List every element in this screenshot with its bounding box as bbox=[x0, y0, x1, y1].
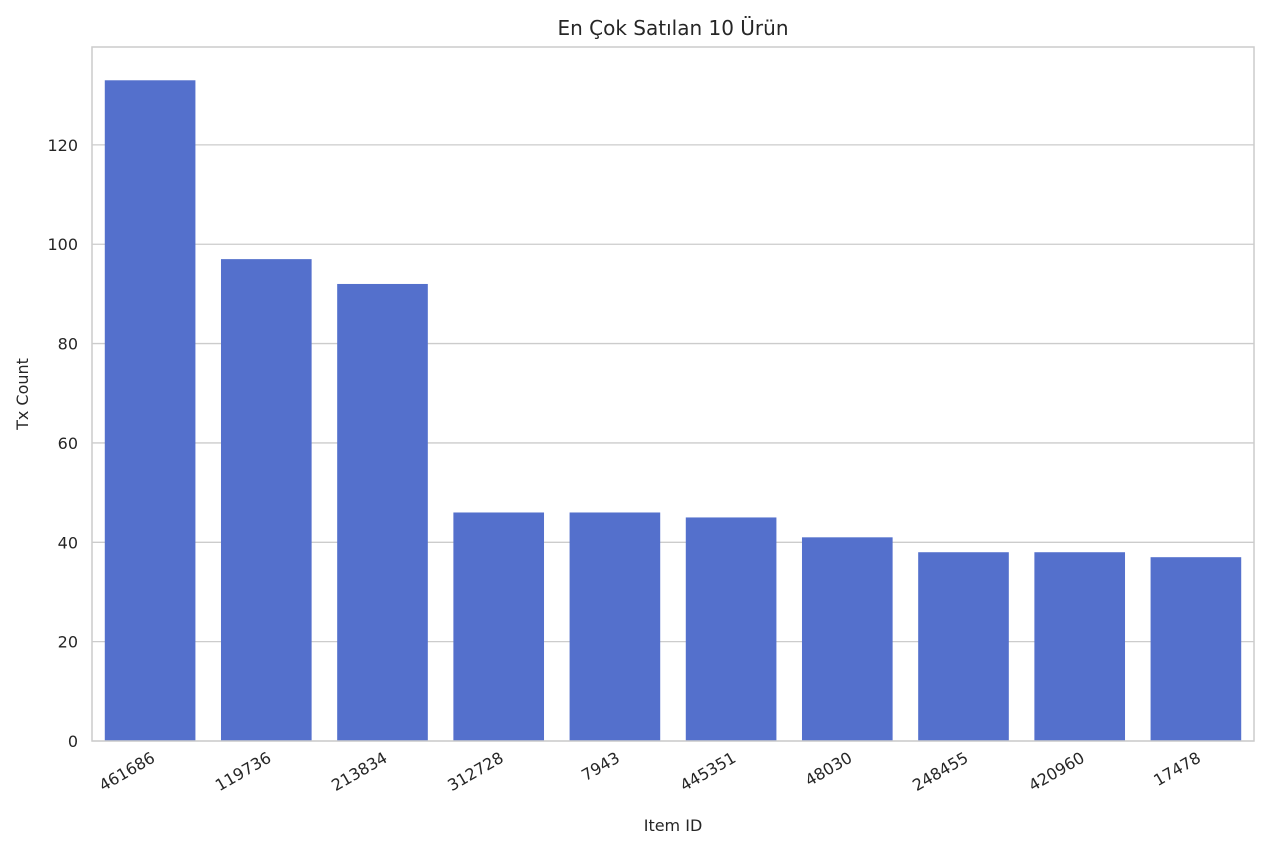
bar-213834 bbox=[337, 283, 428, 741]
bar-461686 bbox=[104, 80, 196, 741]
x-tick-label: 445351 bbox=[677, 748, 739, 795]
x-tick-label: 420960 bbox=[1025, 748, 1087, 795]
bar-48030 bbox=[801, 537, 893, 741]
x-axis-label: Item ID bbox=[644, 816, 703, 835]
x-tick-labels: 461686 119736 213834 312728 7943 445351 48030 2… bbox=[96, 748, 1204, 795]
y-axis-label: Tx Count bbox=[13, 358, 32, 431]
y-tick-label: 0 bbox=[68, 732, 78, 751]
x-tick-label: 17478 bbox=[1150, 748, 1204, 790]
x-tick-label: 461686 bbox=[96, 748, 158, 795]
bar-7943 bbox=[569, 512, 661, 741]
x-tick-label: 48030 bbox=[802, 748, 856, 790]
x-tick-label: 248455 bbox=[909, 748, 971, 795]
y-tick-label: 120 bbox=[47, 136, 78, 155]
bar-119736 bbox=[220, 259, 312, 741]
x-tick-label: 119736 bbox=[212, 748, 274, 795]
y-tick-label: 40 bbox=[58, 533, 78, 552]
y-tick-labels: 0 20 40 60 80 100 120 bbox=[47, 136, 78, 751]
bar-445351 bbox=[685, 517, 777, 741]
chart-title: En Çok Satılan 10 Ürün bbox=[557, 16, 788, 40]
x-tick-label: 7943 bbox=[578, 748, 623, 785]
bar-312728 bbox=[453, 512, 545, 741]
y-tick-label: 100 bbox=[47, 235, 78, 254]
plot-frame bbox=[91, 46, 1255, 742]
bar-17478 bbox=[1150, 557, 1242, 741]
y-tick-label: 80 bbox=[58, 335, 78, 354]
bar-248455 bbox=[918, 552, 1009, 741]
bars bbox=[104, 80, 1242, 741]
x-tick-label: 213834 bbox=[328, 748, 390, 795]
y-tick-label: 60 bbox=[58, 434, 78, 453]
bar-420960 bbox=[1034, 552, 1126, 741]
x-tick-label: 312728 bbox=[444, 748, 506, 795]
y-tick-label: 20 bbox=[58, 633, 78, 652]
